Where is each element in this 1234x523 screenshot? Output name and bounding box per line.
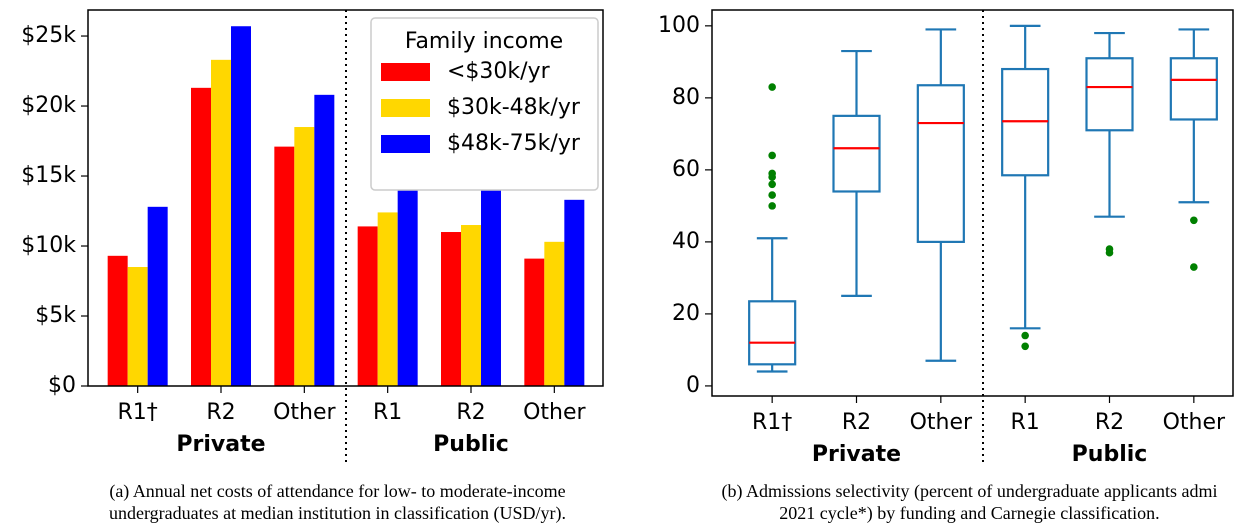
bar (107, 255, 128, 386)
outlier (768, 169, 776, 178)
outlier (768, 202, 776, 210)
caption: undergraduates at median institution in … (109, 503, 566, 523)
outlier (1021, 331, 1029, 340)
y-tick-label: 100 (658, 13, 700, 38)
bar (231, 26, 251, 386)
caption: 2021 cycle*) by funding and Carnegie cla… (779, 503, 1159, 523)
x-tick-label: Other (523, 400, 586, 425)
bar (357, 226, 378, 386)
x-tick-label: R2 (1095, 410, 1124, 435)
bar (481, 187, 501, 386)
y-tick-label: $15k (21, 163, 76, 188)
x-tick-label: R2 (456, 400, 485, 425)
x-tick-label: R1 (373, 400, 402, 425)
bar (461, 225, 481, 386)
outlier (1190, 216, 1198, 225)
box (832, 114, 881, 193)
bar (564, 199, 585, 386)
bar (274, 146, 295, 386)
y-tick-label: 80 (672, 85, 700, 110)
x-tick-label: R1† (752, 410, 792, 435)
bar (211, 59, 231, 387)
legend-label: <$30k/yr (447, 59, 551, 84)
bar (441, 232, 461, 386)
outlier (768, 191, 776, 199)
box (1169, 57, 1218, 121)
outlier (1190, 263, 1198, 271)
x-tick-label: R1† (118, 400, 158, 425)
y-tick-label: 20 (672, 301, 700, 326)
group-label: Public (1072, 442, 1148, 467)
axes-frame (87, 9, 604, 387)
box (1085, 57, 1134, 132)
y-tick-label: $0 (48, 373, 76, 398)
outlier (1105, 245, 1114, 253)
bar (544, 241, 565, 386)
box (916, 84, 965, 243)
bar (147, 206, 168, 386)
axes-frame (711, 9, 1234, 397)
outlier (768, 83, 776, 91)
box (748, 300, 797, 366)
bar (294, 127, 315, 386)
legend-swatch (381, 135, 430, 153)
group-label: Public (433, 432, 509, 457)
y-tick-label: 40 (672, 229, 700, 254)
group-label: Private (176, 432, 265, 457)
outlier (1021, 342, 1029, 351)
y-tick-label: $25k (21, 23, 76, 48)
y-tick-label: $20k (21, 93, 76, 118)
y-tick-label: $5k (35, 303, 76, 328)
legend-swatch (381, 63, 430, 81)
outlier (768, 151, 776, 160)
caption: (b) Admissions selectivity (percent of u… (721, 481, 1217, 502)
x-tick-label: R2 (842, 410, 871, 435)
bar (397, 170, 418, 386)
y-tick-label: 60 (672, 157, 700, 182)
bar (377, 212, 398, 386)
x-tick-label: R2 (206, 400, 235, 425)
legend-label: $48k-75k/yr (447, 131, 581, 156)
legend-label: $30k-48k/yr (447, 95, 581, 120)
x-tick-label: Other (273, 400, 336, 425)
y-tick-label: 0 (686, 373, 700, 398)
caption: (a) Annual net costs of attendance for l… (109, 481, 565, 502)
legend-swatch (381, 99, 430, 117)
x-tick-label: Other (1163, 410, 1226, 435)
legend-title: Family income (405, 29, 563, 54)
x-tick-label: Other (910, 410, 973, 435)
bar (127, 267, 148, 386)
x-tick-label: R1 (1011, 410, 1040, 435)
group-label: Private (812, 442, 901, 467)
bar (524, 258, 545, 386)
bar (314, 94, 335, 386)
bar (191, 87, 211, 386)
y-tick-label: $10k (21, 233, 76, 258)
outlier (768, 180, 776, 189)
